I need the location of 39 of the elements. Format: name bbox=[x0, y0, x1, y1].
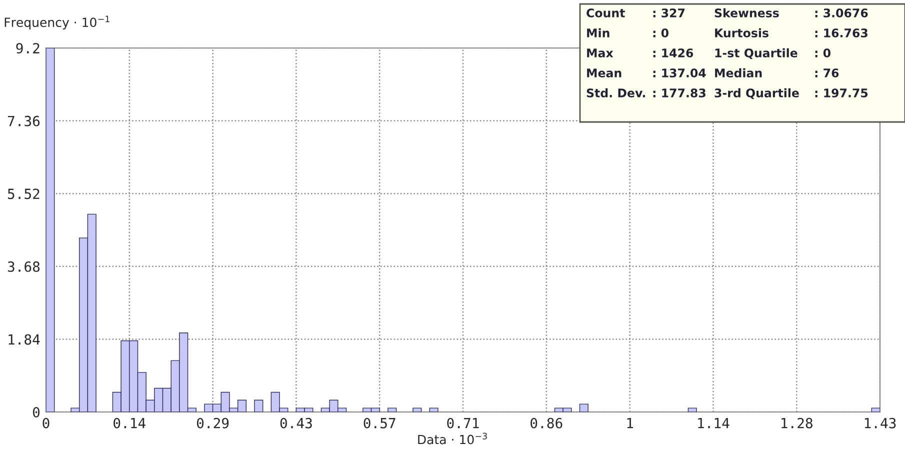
annotation: Mean bbox=[587, 68, 622, 78]
y-tick-label: 1.84 bbox=[8, 334, 40, 345]
annotation: : 177.83 bbox=[653, 88, 706, 98]
annotation: : 0 bbox=[815, 48, 830, 58]
x-tick-label: 0 bbox=[42, 418, 50, 428]
x-tick-label: 1.14 bbox=[698, 418, 730, 428]
text: Skewness bbox=[714, 8, 779, 18]
x-tick-label: 1.43 bbox=[864, 418, 896, 428]
x-tick-label: 1.28 bbox=[782, 418, 812, 428]
text: Count bbox=[586, 8, 625, 18]
text: Kurtosis bbox=[715, 28, 768, 38]
annotation: : 1426 bbox=[653, 48, 694, 58]
annotation: : 137.04 bbox=[653, 68, 706, 78]
x-tick-label: 0.71 bbox=[447, 418, 479, 428]
text: : 0 bbox=[653, 28, 668, 38]
annotation: Median bbox=[715, 68, 762, 78]
y-tick-label: 0 bbox=[32, 407, 40, 418]
y-tick-label: 5.52 bbox=[8, 188, 40, 200]
text: : 327 bbox=[653, 8, 685, 18]
annotation: : 197.75 bbox=[815, 88, 868, 98]
x-axis-title: Data · 10$^{−3}$ bbox=[418, 432, 487, 444]
y-tick-label: 7.36 bbox=[8, 116, 40, 126]
x-tick-label: 0.14 bbox=[114, 418, 146, 428]
text: : 16.763 bbox=[815, 28, 868, 38]
annotation: Std. Dev. bbox=[586, 88, 646, 98]
text: : 3.0676 bbox=[815, 8, 868, 18]
x-tick-label: 0.86 bbox=[530, 418, 562, 428]
text: Min bbox=[587, 28, 610, 38]
x-tick-label: 0.43 bbox=[280, 418, 312, 428]
x-tick-label: 0.29 bbox=[196, 418, 229, 428]
annotation: 3-rd Quartile bbox=[714, 88, 799, 99]
x-tick-label: 1 bbox=[627, 418, 634, 428]
annotation: : 76 bbox=[815, 68, 839, 78]
y-tick-label: 3.68 bbox=[8, 261, 40, 272]
annotation: Max bbox=[587, 48, 614, 58]
x-tick-label: 0.57 bbox=[364, 418, 396, 428]
y-axis-title: Frequency · 10$^{−1}$ bbox=[4, 16, 110, 30]
y-tick-label: 9.2 bbox=[16, 43, 40, 54]
annotation: 1-st Quartile bbox=[715, 48, 798, 59]
